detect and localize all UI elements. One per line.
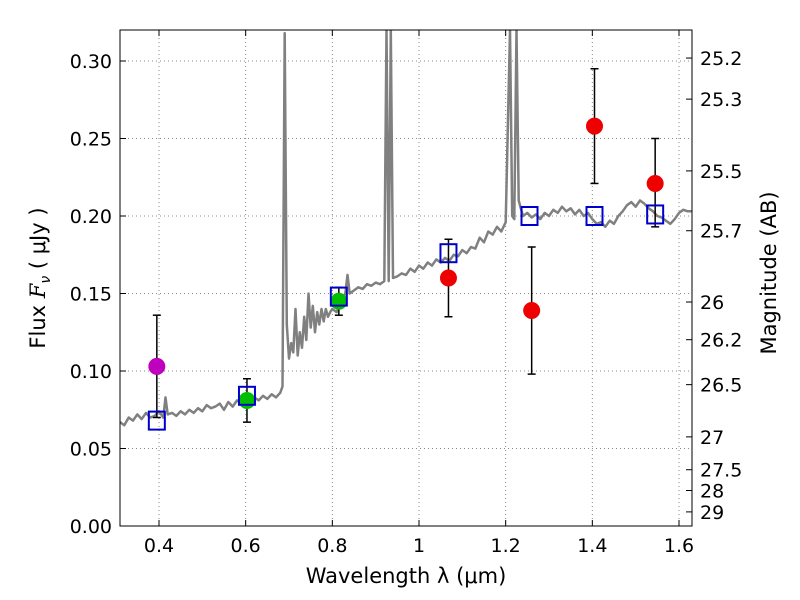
y2-tick-label: 26 bbox=[700, 292, 724, 314]
y2-tick-label: 25.3 bbox=[700, 89, 742, 111]
y2-tick-label: 26.2 bbox=[700, 330, 742, 352]
grid-lines bbox=[120, 30, 692, 526]
y2-tick-label: 25.5 bbox=[700, 161, 742, 183]
axis-labels: 0.4 0.6 0.8 1 1.2 1.4 1.6 0.00 0.05 0.10 0.15 0.20 0… bbox=[70, 48, 743, 557]
template-spectrum-line bbox=[120, 30, 692, 425]
x-tick-label: 1 bbox=[413, 535, 425, 557]
observed-point bbox=[149, 358, 165, 374]
y2-axis-label: Magnitude (AB) bbox=[757, 191, 781, 354]
observed-point bbox=[440, 270, 456, 286]
y-axis-label: Flux Fν ( μJy ) bbox=[26, 207, 54, 348]
y-axis-label-prefix: Flux bbox=[26, 298, 50, 348]
error-bars bbox=[153, 69, 659, 422]
y2-tick-label: 27 bbox=[700, 427, 724, 449]
observed-point bbox=[524, 303, 540, 319]
y-axis-label-symbol: F bbox=[26, 282, 50, 299]
template-spectrum bbox=[120, 30, 692, 425]
x-tick-label: 1.2 bbox=[491, 535, 521, 557]
plot-frame bbox=[120, 30, 692, 526]
y2-tick-label: 28 bbox=[700, 481, 724, 503]
x-tick-label: 1.6 bbox=[664, 535, 694, 557]
observed-point bbox=[587, 118, 603, 134]
y-tick-label: 0.25 bbox=[70, 129, 112, 151]
x-tick-label: 0.8 bbox=[317, 535, 347, 557]
y-tick-label: 0.15 bbox=[70, 284, 112, 306]
observed-point bbox=[331, 293, 347, 309]
flux-wavelength-chart: 0.4 0.6 0.8 1 1.2 1.4 1.6 0.00 0.05 0.10 0.15 0.20 0… bbox=[0, 0, 800, 600]
x-tick-label: 1.4 bbox=[577, 535, 607, 557]
x-tick-label: 0.4 bbox=[144, 535, 174, 557]
y-tick-label: 0.05 bbox=[70, 439, 112, 461]
y2-tick-label: 25.2 bbox=[700, 48, 742, 70]
observed-point bbox=[647, 175, 663, 191]
y2-tick-label: 25.7 bbox=[700, 221, 742, 243]
y-axis-label-suffix: ( μJy ) bbox=[26, 207, 50, 275]
axis-ticks bbox=[120, 30, 692, 526]
y-axis-label-subscript: ν bbox=[38, 276, 54, 284]
observed-point bbox=[239, 392, 255, 408]
y2-tick-label: 27.5 bbox=[700, 460, 742, 482]
y-tick-label: 0.10 bbox=[70, 361, 112, 383]
y2-tick-label: 29 bbox=[700, 502, 724, 524]
y2-tick-label: 26.5 bbox=[700, 375, 742, 397]
observed-points bbox=[149, 118, 663, 408]
y-tick-label: 0.20 bbox=[70, 206, 112, 228]
model-points bbox=[149, 205, 663, 429]
y-tick-label: 0.30 bbox=[70, 51, 112, 73]
y-tick-label: 0.00 bbox=[70, 516, 112, 538]
x-tick-label: 0.6 bbox=[231, 535, 261, 557]
x-axis-label: Wavelength λ (μm) bbox=[306, 564, 507, 588]
